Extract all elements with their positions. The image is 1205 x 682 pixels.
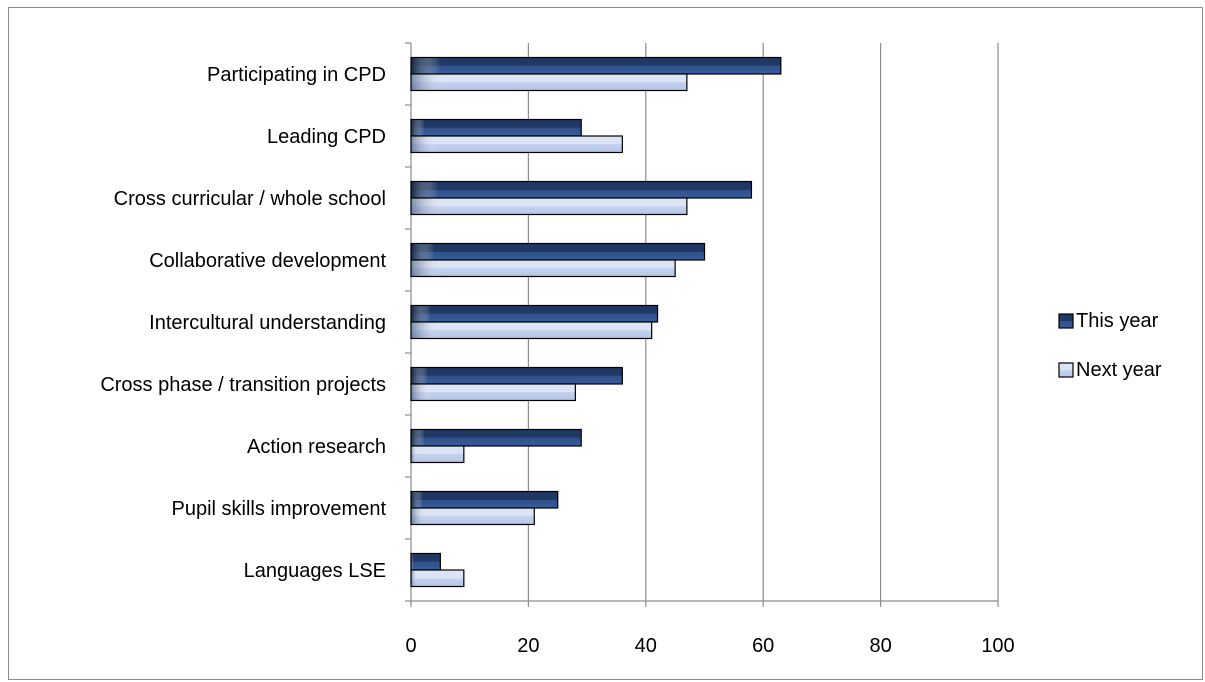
bar-this-year <box>410 428 582 447</box>
bar-this-year <box>410 242 706 261</box>
category-label: Collaborative development <box>149 250 386 272</box>
bar-this-year <box>410 366 623 385</box>
category-label: Cross phase / transition projects <box>100 374 386 396</box>
bar-outline <box>410 383 576 402</box>
bar-outline <box>410 197 688 216</box>
bar-outline <box>410 321 653 340</box>
bar-next-year <box>410 73 688 92</box>
legend-swatch <box>1058 362 1074 378</box>
legend: This year Next year <box>1058 310 1162 381</box>
bar-outline <box>410 135 623 154</box>
legend-label: This year <box>1076 310 1159 332</box>
bar-this-year <box>410 552 441 571</box>
bar-outline <box>410 73 688 92</box>
bar-next-year <box>410 445 465 464</box>
x-tick-label: 40 <box>635 635 657 657</box>
bar-outline <box>410 366 623 385</box>
bar-outline <box>410 259 676 278</box>
bar-outline <box>410 507 535 526</box>
category-label: Intercultural understanding <box>149 312 386 334</box>
category-label: Cross curricular / whole school <box>114 188 386 210</box>
x-tick-label: 20 <box>517 635 539 657</box>
category-label: Languages LSE <box>244 560 386 582</box>
bar-outline <box>410 304 659 323</box>
bar-next-year <box>410 321 653 340</box>
bar-this-year <box>410 180 753 199</box>
legend-label: Next year <box>1076 359 1162 381</box>
x-tick-labels: 0 20 40 60 80 100 <box>405 635 1014 657</box>
category-label: Leading CPD <box>267 126 386 148</box>
category-label: Action research <box>247 436 386 458</box>
category-labels: Participating in CPD Leading CPD Cross cur… <box>100 64 386 582</box>
bar-this-year <box>410 56 782 75</box>
bar-this-year <box>410 304 659 323</box>
category-label: Participating in CPD <box>207 64 386 86</box>
x-tick-label: 0 <box>405 635 416 657</box>
bar-this-year <box>410 490 559 509</box>
category-label: Pupil skills improvement <box>171 498 386 520</box>
bar-next-year <box>410 259 676 278</box>
bar-this-year <box>410 118 582 137</box>
bar-outline <box>410 445 465 464</box>
bar-outline <box>410 118 582 137</box>
bar-outline <box>410 490 559 509</box>
x-tick-label: 60 <box>752 635 774 657</box>
bar-outline <box>410 180 753 199</box>
bar-outline <box>410 56 782 75</box>
legend-item-next-year: Next year <box>1058 359 1162 381</box>
chart-frame <box>8 7 1203 680</box>
bar-outline <box>410 242 706 261</box>
bar-outline <box>410 552 441 571</box>
bars <box>410 56 782 588</box>
x-tick-label: 100 <box>981 635 1014 657</box>
legend-item-this-year: This year <box>1058 310 1159 332</box>
bar-next-year <box>410 383 576 402</box>
bar-next-year <box>410 569 465 588</box>
x-tick-label: 80 <box>869 635 891 657</box>
bar-next-year <box>410 135 623 154</box>
bar-outline <box>410 428 582 447</box>
bar-outline <box>410 569 465 588</box>
legend-swatch <box>1058 313 1074 329</box>
bar-next-year <box>410 197 688 216</box>
bar-next-year <box>410 507 535 526</box>
